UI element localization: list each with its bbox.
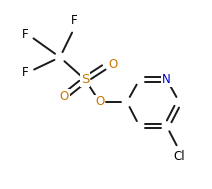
Text: O: O [95, 95, 104, 108]
Text: F: F [71, 15, 78, 27]
Text: F: F [22, 66, 29, 79]
Text: N: N [162, 73, 171, 86]
Text: O: O [108, 58, 117, 71]
Text: O: O [60, 90, 69, 103]
Text: F: F [22, 28, 29, 41]
Text: Cl: Cl [173, 150, 185, 163]
Text: S: S [81, 73, 89, 86]
